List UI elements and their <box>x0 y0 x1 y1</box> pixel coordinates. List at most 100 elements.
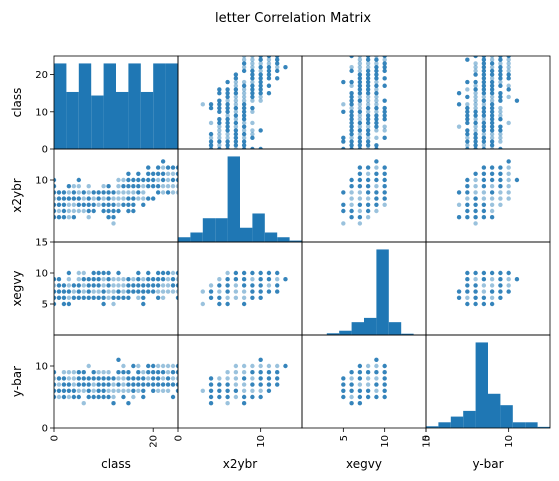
scatter-point <box>233 98 239 103</box>
scatter-point <box>473 120 478 126</box>
hist-bar-x2ybr-5 <box>240 227 253 242</box>
scatter-point <box>121 202 126 207</box>
scatter-point <box>233 124 239 129</box>
scatter-point <box>473 221 478 226</box>
scatter-point <box>126 289 131 294</box>
scatter-point <box>106 388 111 393</box>
scatter-point <box>456 215 462 220</box>
scatter-point <box>217 289 222 294</box>
scatter-point <box>473 109 478 115</box>
scatter-point <box>258 394 263 400</box>
y-tick-label: 20 <box>35 70 48 81</box>
scatter-point <box>498 184 503 189</box>
scatter-point <box>506 171 511 176</box>
scatter-point <box>66 376 72 381</box>
scatter-point <box>225 370 230 375</box>
x-tick-label: 10 <box>380 435 391 448</box>
hist-bar-y-bar-5 <box>488 393 501 428</box>
scatter-point <box>233 105 239 111</box>
scatter-point <box>473 277 478 282</box>
scatter-point <box>241 131 247 137</box>
scatter-point <box>374 376 379 381</box>
scatter-point <box>208 120 214 126</box>
scatter-point <box>481 61 487 66</box>
scatter-point <box>498 83 503 88</box>
scatter-point <box>76 289 82 294</box>
scatter-point <box>258 283 263 288</box>
scatter-point <box>382 363 387 369</box>
scatter-point <box>258 146 263 149</box>
scatter-point <box>250 57 255 62</box>
scatter-point <box>473 289 478 294</box>
scatter-point <box>357 370 363 375</box>
scatter-point <box>357 376 363 381</box>
scatter-point <box>54 283 57 288</box>
scatter-point <box>101 277 106 282</box>
scatter-point <box>111 289 116 294</box>
scatter-point <box>365 146 371 149</box>
scatter-point <box>155 388 161 393</box>
scatter-point <box>96 277 101 282</box>
scatter-point <box>250 91 255 96</box>
scatter-point <box>66 196 72 201</box>
scatter-point <box>365 79 371 85</box>
scatter-point <box>374 68 379 74</box>
scatter-point <box>283 277 288 282</box>
scatter-point <box>506 68 511 74</box>
scatter-point <box>465 289 470 294</box>
scatter-point <box>489 79 495 85</box>
scatter-point <box>54 202 57 207</box>
scatter-point <box>382 135 387 141</box>
scatter-point <box>66 277 72 282</box>
scatter-point <box>175 382 178 387</box>
scatter-point <box>250 270 255 276</box>
scatter-point <box>225 388 230 393</box>
scatter-point <box>71 208 77 214</box>
scatter-point <box>365 56 371 59</box>
scatter-point <box>481 135 487 141</box>
scatter-point <box>374 72 379 77</box>
scatter-point <box>233 79 239 85</box>
scatter-point <box>258 64 263 70</box>
scatter-point <box>481 131 487 137</box>
scatter-point <box>96 202 101 207</box>
scatter-point <box>365 143 371 148</box>
panel-class-vs-class <box>53 55 179 150</box>
scatter-point <box>225 128 230 133</box>
scatter-point <box>465 196 470 201</box>
scatter-point <box>131 277 136 282</box>
scatter-point <box>374 208 379 214</box>
scatter-point <box>111 190 116 195</box>
scatter-point <box>208 283 214 288</box>
hist-bar-x2ybr-6 <box>252 213 265 242</box>
scatter-point <box>54 388 57 393</box>
scatter-point <box>365 124 371 129</box>
scatter-point <box>489 56 495 59</box>
scatter-point <box>56 295 62 300</box>
scatter-point <box>250 56 255 59</box>
scatter-point <box>349 376 354 381</box>
scatter-point <box>506 190 511 195</box>
scatter-point <box>250 289 255 294</box>
scatter-point <box>136 283 141 288</box>
hist-bar-xegvy-2 <box>326 333 340 335</box>
scatter-point <box>101 190 106 195</box>
scatter-point <box>241 401 247 406</box>
scatter-point <box>241 117 247 122</box>
scatter-point <box>86 363 91 369</box>
scatter-point <box>66 301 72 307</box>
scatter-point <box>76 177 82 183</box>
scatter-point <box>498 171 503 176</box>
scatter-point <box>365 177 371 183</box>
scatter-point <box>233 277 239 282</box>
scatter-point <box>481 139 487 144</box>
scatter-point <box>498 295 503 300</box>
scatter-point <box>136 270 141 276</box>
scatter-point <box>111 196 116 201</box>
scatter-point <box>200 301 205 307</box>
scatter-point <box>382 370 387 375</box>
scatter-point <box>116 289 121 294</box>
scatter-point <box>365 363 371 369</box>
scatter-point <box>160 277 166 282</box>
scatter-point <box>121 277 126 282</box>
